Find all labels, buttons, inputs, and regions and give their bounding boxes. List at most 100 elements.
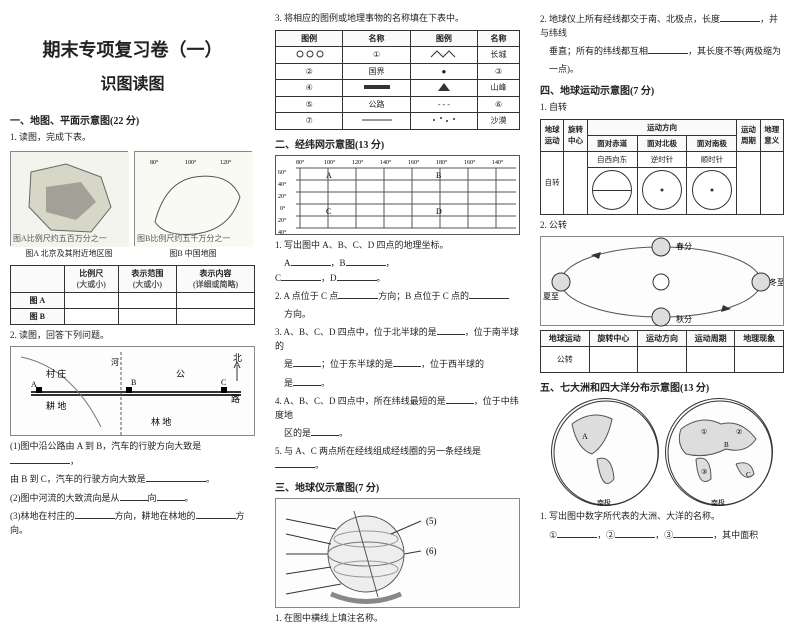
village-sketch: 村 庄 公 耕 地 林 地 河 路 北 A B C — [10, 346, 255, 436]
svg-text:河: 河 — [111, 357, 119, 367]
svg-text:100°: 100° — [185, 159, 197, 166]
column-1: 期末专项复习卷（一） 识图读图 一、地图、平面示意图(22 分) 1. 读图，完… — [0, 0, 265, 561]
svg-text:冬至: 冬至 — [769, 277, 783, 287]
leg-h3: 图例 — [410, 30, 477, 46]
svg-text:180°: 180° — [436, 159, 448, 166]
q4-1: 1. 自转 — [540, 101, 784, 115]
map-a: 图A比例尺约五百万分之一 — [10, 151, 128, 246]
sketch-svg: 村 庄 公 耕 地 林 地 河 路 北 A B C — [11, 347, 254, 437]
rotation-table: 地球运动 旋转中心 运动方向 运动周期 地理意义 面对赤道面对北极面对南极 自转… — [540, 119, 784, 215]
subtitle: 识图读图 — [10, 70, 255, 94]
svg-text:160°: 160° — [408, 159, 420, 166]
svg-text:120°: 120° — [352, 159, 364, 166]
map-b: 80°100°120° 图B比例尺约五千万分之一 — [134, 151, 252, 246]
q2-3: (2)图中河流的大致流向是从向。 — [10, 491, 255, 506]
svg-text:80°: 80° — [296, 159, 305, 166]
q4-2: 2. 公转 — [540, 219, 784, 233]
th-scale: 比例尺(大或小) — [64, 265, 118, 292]
svg-text:A: A — [582, 432, 588, 441]
c2-q3b: 是；位于东半球的是，位于西半球的 — [275, 357, 520, 372]
section-1-heading: 一、地图、平面示意图(22 分) — [10, 112, 255, 127]
map-a-wrap: 图A比例尺约五百万分之一 图A 北京及其附近地区图 — [10, 151, 128, 259]
svg-text:B: B — [131, 378, 136, 387]
q1: 1. 读图，完成下表。 — [10, 131, 255, 145]
c2-q4: 4. A、B、C、D 四点中，所在纬线最短的是，位于中纬度地 — [275, 394, 520, 422]
svg-text:②: ② — [736, 428, 742, 436]
hemi-west: A 南极 — [551, 398, 659, 506]
circle-equator-icon — [592, 170, 632, 210]
c2-q3c: 是。 — [275, 376, 520, 391]
c2-q3: 3. A、B、C、D 四点中，位于北半球的是，位于南半球的 — [275, 325, 520, 353]
c2-q1: 1. 写出图中 A、B、C、D 四点的地理坐标。 — [275, 239, 520, 253]
q2-1: (1)图中沿公路由 A 到 B，汽车的行驶方向大致是， — [10, 440, 255, 468]
svg-text:40°: 40° — [278, 229, 287, 236]
svg-text:140°: 140° — [492, 159, 504, 166]
section-3-heading: 三、地球仪示意图(7 分) — [275, 479, 520, 494]
section-2-heading: 二、经纬网示意图(13 分) — [275, 136, 520, 151]
c3-top3: 一点)。 — [540, 63, 784, 77]
svg-text:公: 公 — [176, 369, 185, 379]
q3: 3. 将相应的图例或地理事物的名称填在下表中。 — [275, 12, 520, 26]
map-a-scale: 图A比例尺约五百万分之一 — [13, 233, 107, 244]
svg-text:村 庄: 村 庄 — [46, 368, 66, 379]
orbit-svg: 春分 冬至 秋分 夏至 — [541, 237, 783, 327]
svg-text:夏至: 夏至 — [543, 292, 559, 301]
circle-north-icon — [642, 170, 682, 210]
svg-text:(5): (5) — [426, 516, 437, 526]
c2-q2: 2. A 点位于 C 点方向；B 点位于 C 点的 — [275, 289, 520, 304]
orbit-diagram: 春分 冬至 秋分 夏至 — [540, 236, 784, 326]
svg-text:C: C — [221, 378, 226, 387]
map-pair: 图A比例尺约五百万分之一 图A 北京及其附近地区图 80°100°120° 图B… — [10, 151, 255, 259]
svg-text:160°: 160° — [464, 159, 476, 166]
c2-q5: 5. 与 A、C 两点所在经线组成经线圈的另一条经线是。 — [275, 445, 520, 473]
svg-text:北: 北 — [233, 353, 242, 363]
map-a-caption: 图A 北京及其附近地区图 — [10, 248, 128, 259]
hemi-east: ①② ③BC 南极 — [665, 398, 773, 506]
c3-top2: 垂直；所有的纬线都互相，其长度不等(两极缩为 — [540, 44, 784, 59]
svg-text:120°: 120° — [220, 159, 232, 166]
svg-text:B: B — [724, 441, 729, 449]
svg-text:南极: 南极 — [711, 498, 725, 507]
column-2: 3. 将相应的图例或地理事物的名称填在下表中。 图例 名称 图例 名称 ①长城 … — [265, 0, 530, 561]
svg-text:100°: 100° — [324, 159, 336, 166]
grid-svg: 80° 100° 120° 140° 160° 180° 160° 140° 60° 40° 20… — [276, 156, 519, 236]
th-range: 表示范围(大或小) — [118, 265, 176, 292]
svg-text:A: A — [31, 380, 37, 389]
section-5-heading: 五、七大洲和四大洋分布示意图(13 分) — [540, 379, 784, 394]
hemispheres: A 南极 ①② ③BC 南极 — [540, 398, 784, 506]
svg-text:0°: 0° — [280, 205, 286, 212]
svg-text:60°: 60° — [278, 169, 287, 176]
globe-q1: 1. 在图中横线上填注名称。 — [275, 612, 520, 625]
svg-text:140°: 140° — [380, 159, 392, 166]
leg-h1: 图例 — [276, 30, 343, 46]
svg-text:③: ③ — [701, 468, 707, 476]
section-4-heading: 四、地球运动示意图(7 分) — [540, 82, 784, 97]
svg-text:路: 路 — [231, 393, 240, 404]
svg-text:20°: 20° — [278, 217, 287, 224]
svg-text:20°: 20° — [278, 193, 287, 200]
q5-1: 1. 写出图中数字所代表的大洲、大洋的名称。 — [540, 510, 784, 524]
row-b: 图 B — [11, 308, 65, 324]
svg-text:南极: 南极 — [597, 498, 611, 507]
circle-south-icon — [692, 170, 732, 210]
svg-text:林 地: 林 地 — [151, 416, 171, 427]
svg-text:秋分: 秋分 — [676, 314, 692, 324]
row-a: 图 A — [11, 292, 65, 308]
svg-text:A: A — [326, 171, 332, 180]
c2-q2b: 方向。 — [275, 308, 520, 322]
legend-table: 图例 名称 图例 名称 ①长城 ②国界●③ ④山峰 ⑤公路- - -⑥ ⑦沙漠 — [275, 30, 520, 130]
q2: 2. 读图，回答下列问题。 — [10, 329, 255, 343]
globe-svg: (5) (6) — [276, 499, 519, 609]
q2-4: (3)林地在村庄的方向，耕地在林地的方向。 — [10, 509, 255, 537]
map-b-scale: 图B比例尺约五千万分之一 — [137, 233, 230, 244]
map-b-caption: 图B 中国地图 — [134, 248, 252, 259]
revolution-table: 地球运动旋转中心运动方向运动周期地理现象 公转 — [540, 330, 784, 373]
main-title: 期末专项复习卷（一） — [10, 36, 255, 62]
column-3: 2. 地球仪上所有经线都交于南、北极点，长度，并与纬线 垂直；所有的纬线都互相，… — [530, 0, 794, 561]
svg-text:C: C — [326, 207, 331, 216]
q2-2: 由 B 到 C，汽车的行驶方向大致是。 — [10, 472, 255, 487]
svg-text:春分: 春分 — [676, 241, 692, 251]
c2-q4b: 区的是。 — [275, 426, 520, 441]
svg-text:①: ① — [701, 428, 707, 436]
svg-text:(6): (6) — [426, 546, 437, 556]
